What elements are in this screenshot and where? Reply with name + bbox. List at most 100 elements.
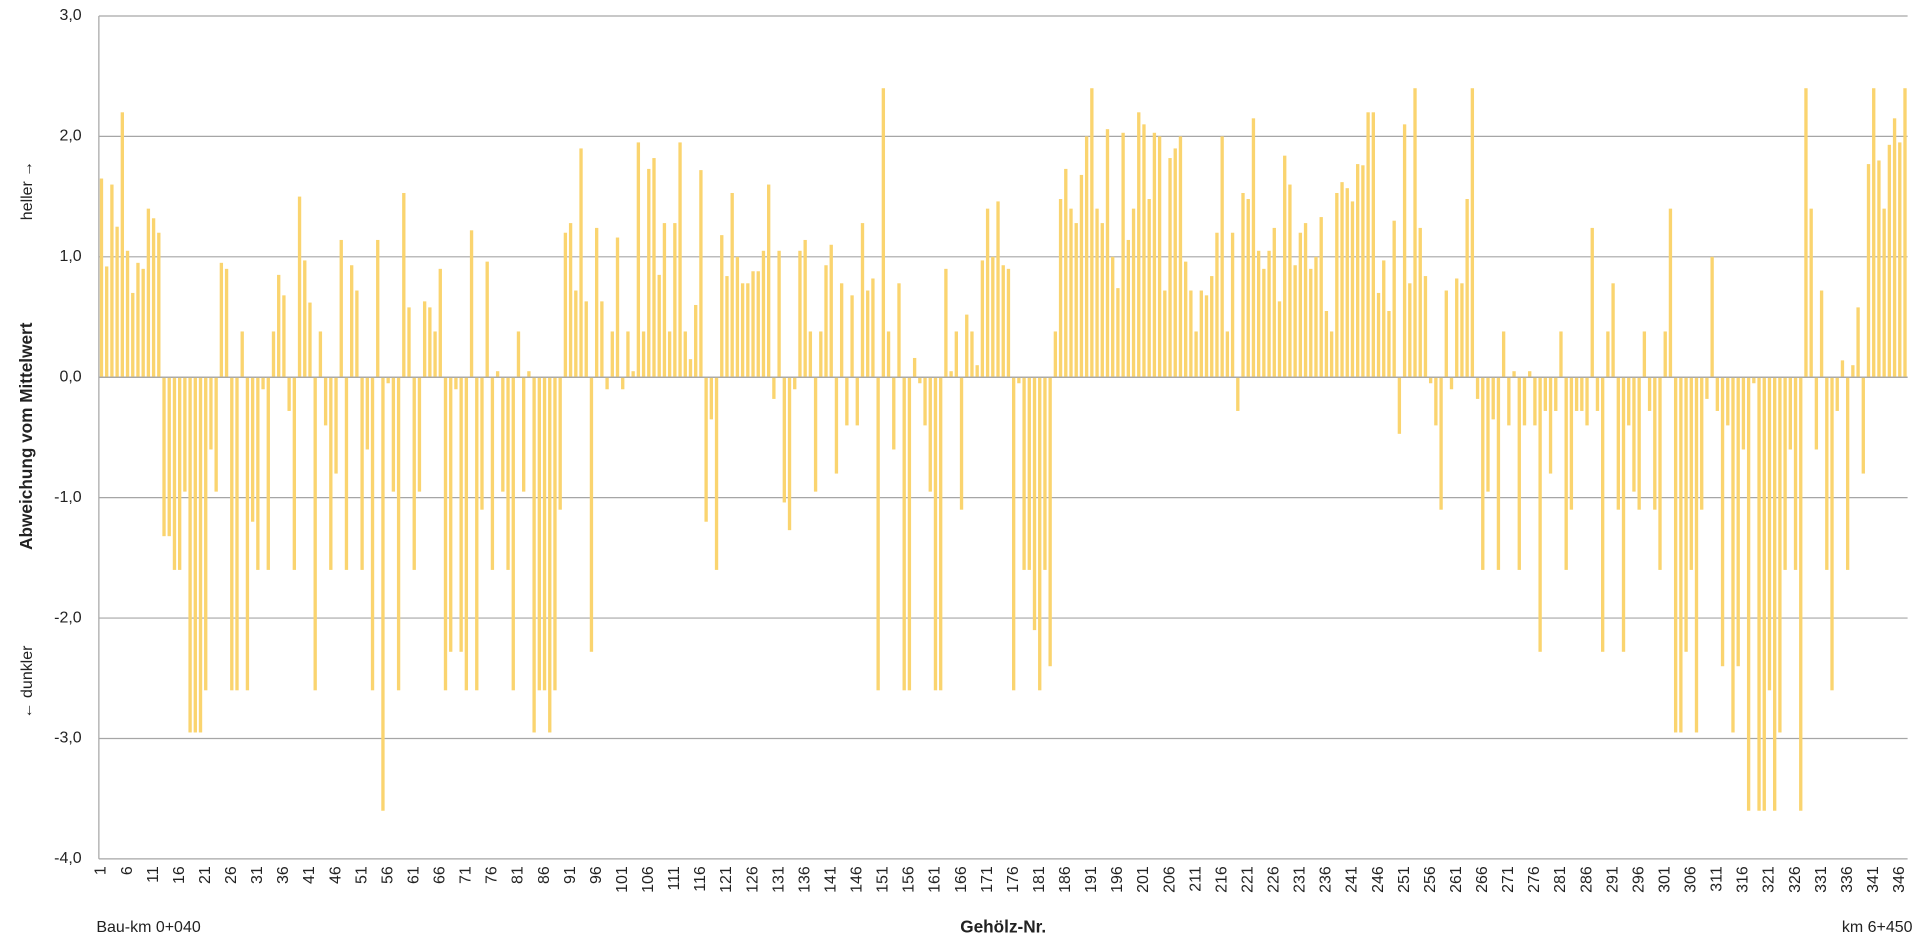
bar [1574,377,1579,411]
x-tick-label: 311 [1709,866,1726,892]
x-tick-label: 126 [744,866,761,893]
x-tick-label: 336 [1839,866,1856,893]
x-tick-label: 121 [718,866,735,893]
bar [1204,295,1209,378]
bar [157,232,161,378]
bar [454,377,458,390]
bar [907,377,912,691]
x-tick-label: 281 [1552,866,1569,893]
bar [1481,377,1485,570]
bar [1606,331,1610,378]
bar [1460,283,1464,378]
bar [1001,265,1005,378]
bar [912,357,917,378]
bar [1673,377,1678,733]
bar [1288,184,1292,378]
x-tick-label: 341 [1865,866,1882,893]
bar [631,371,635,378]
bar [923,377,927,426]
x-tick-label: 51 [353,866,370,884]
bar [501,377,505,492]
bar [735,256,740,378]
bar [1840,360,1845,378]
bar [694,304,698,378]
bar [105,266,109,378]
x-tick-label: 21 [197,866,214,884]
bar [1194,331,1198,378]
bar [1126,239,1131,378]
bar [829,244,833,378]
x-tick-label: 211 [1187,866,1204,892]
bar [621,377,625,390]
bar [933,377,938,691]
bar [303,260,307,378]
bar [511,377,515,691]
y-axis-note-top: heller → [19,161,36,220]
y-axis-title: Abweichung vom Mittelwert [16,322,36,550]
bar [1517,377,1521,570]
bar [120,112,124,378]
bar [1251,118,1256,378]
x-tick-label: 26 [223,866,240,884]
x-tick-label: 251 [1396,866,1413,893]
bar [1590,227,1594,378]
bar [1726,377,1730,426]
bar [151,218,156,378]
x-tick-label: 61 [405,866,422,884]
bar [1684,377,1688,652]
bar [558,377,562,510]
bar [1569,377,1574,510]
bar [1872,88,1876,378]
x-tick-label: 36 [275,866,292,884]
bar [1903,88,1907,378]
bar [1601,377,1605,652]
bar [824,265,828,378]
bar [647,168,651,378]
bar [850,295,854,378]
bar [1543,377,1548,411]
bar [360,377,364,570]
bar [261,377,265,390]
x-tick-label: 6 [119,866,136,875]
bar [1303,223,1308,378]
bar [1773,377,1777,811]
bar [610,331,614,378]
bar [662,223,667,378]
bar [1314,256,1318,378]
bar [1173,148,1177,378]
bar [495,371,500,378]
bar [1830,377,1834,691]
bar [1845,377,1850,570]
bar [485,261,489,378]
bar [1397,377,1402,434]
bar [1345,188,1349,378]
x-tick-label: 101 [614,866,631,893]
bar [1027,377,1031,570]
bar [657,274,661,378]
bar [605,377,609,390]
bar [589,377,594,652]
x-tick-label: 66 [432,866,449,884]
bar [381,377,385,811]
bar [141,268,145,378]
bar [1559,331,1563,378]
bar [334,377,338,474]
bar [209,377,213,450]
y-tick-label: -4,0 [54,850,82,867]
bar [720,235,724,378]
bar [667,331,672,378]
x-tick-label: 141 [822,866,839,893]
bar [944,268,948,378]
bar [1011,377,1016,691]
x-tick-label: 116 [692,866,709,892]
bar [1580,377,1584,411]
bar [1366,112,1370,378]
bar [402,192,406,378]
x-tick-label: 321 [1761,866,1778,893]
bar [1142,124,1146,378]
bar [1705,377,1709,399]
x-tick-label: 301 [1656,866,1673,893]
bar [1163,290,1167,378]
bar [1277,301,1282,378]
